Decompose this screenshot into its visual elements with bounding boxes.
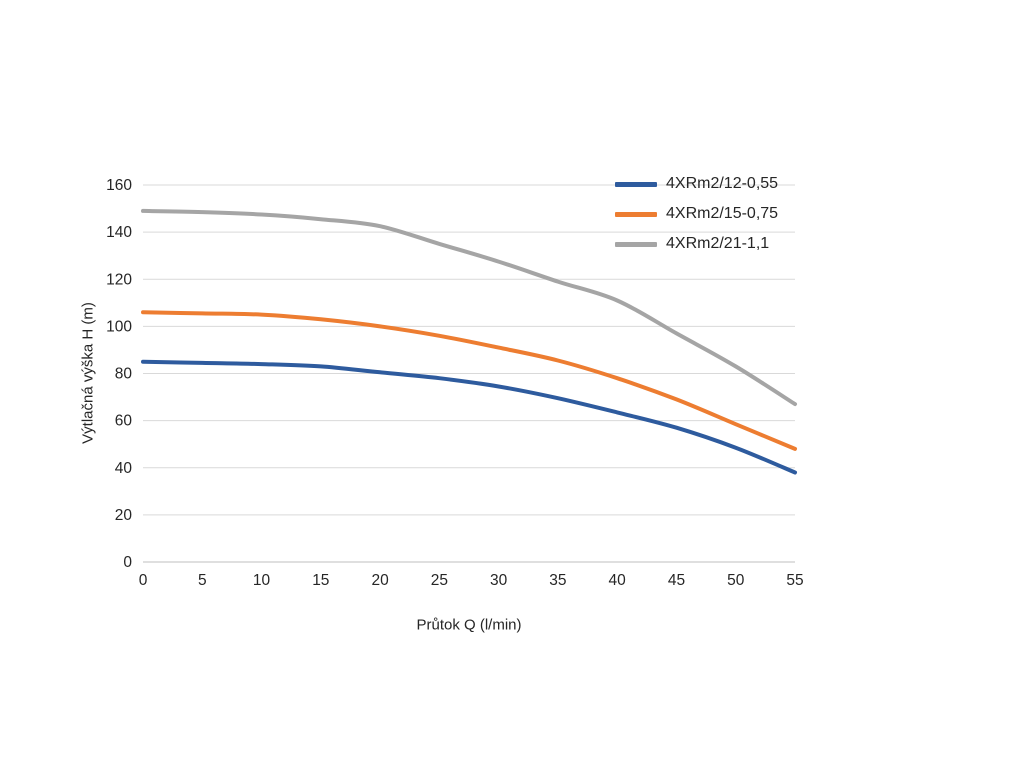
x-tick-label: 15 (312, 572, 329, 589)
y-axis-title: Výtlačná výška H (m) (79, 302, 97, 444)
legend-item-series-3[interactable]: 4XRm2/21-1,1 (615, 234, 778, 254)
legend-swatch-gray-line (615, 241, 657, 247)
x-tick-label: 30 (490, 572, 508, 589)
y-tick-label: 120 (106, 271, 132, 288)
x-tick-label: 0 (139, 572, 148, 589)
y-tick-label: 40 (115, 460, 133, 477)
x-tick-label: 5 (198, 572, 207, 589)
y-tick-label: 160 (106, 177, 132, 194)
y-tick-label: 20 (115, 507, 133, 524)
x-tick-label: 35 (549, 572, 566, 589)
x-tick-label: 40 (609, 572, 627, 589)
y-tick-label: 140 (106, 224, 132, 241)
y-tick-label: 80 (115, 366, 133, 383)
x-tick-label: 20 (371, 572, 389, 589)
x-tick-label: 25 (431, 572, 448, 589)
x-tick-label: 10 (253, 572, 271, 589)
series-line-3 (141, 208, 797, 407)
x-tick-label: 55 (786, 572, 803, 589)
legend: 4XRm2/12-0,55 4XRm2/15-0,75 4XRm2/21-1,1 (615, 174, 778, 254)
y-tick-label: 100 (106, 318, 132, 335)
legend-swatch-blue-line (615, 181, 657, 187)
y-tick-label: 0 (123, 554, 132, 571)
legend-label: 4XRm2/12-0,55 (666, 175, 779, 192)
x-tick-label: 50 (727, 572, 745, 589)
x-tick-label: 45 (668, 572, 685, 589)
series-line-2 (141, 310, 797, 451)
x-axis-title: Průtok Q (l/min) (416, 616, 522, 634)
legend-item-series-2[interactable]: 4XRm2/15-0,75 (615, 204, 778, 224)
legend-label: 4XRm2/15-0,75 (666, 205, 779, 222)
y-tick-label: 60 (115, 413, 133, 430)
legend-label: 4XRm2/21-1,1 (666, 235, 770, 252)
series-line-1 (141, 359, 797, 475)
legend-swatch-orange-line (615, 211, 657, 217)
legend-item-series-1[interactable]: 4XRm2/12-0,55 (615, 174, 778, 194)
